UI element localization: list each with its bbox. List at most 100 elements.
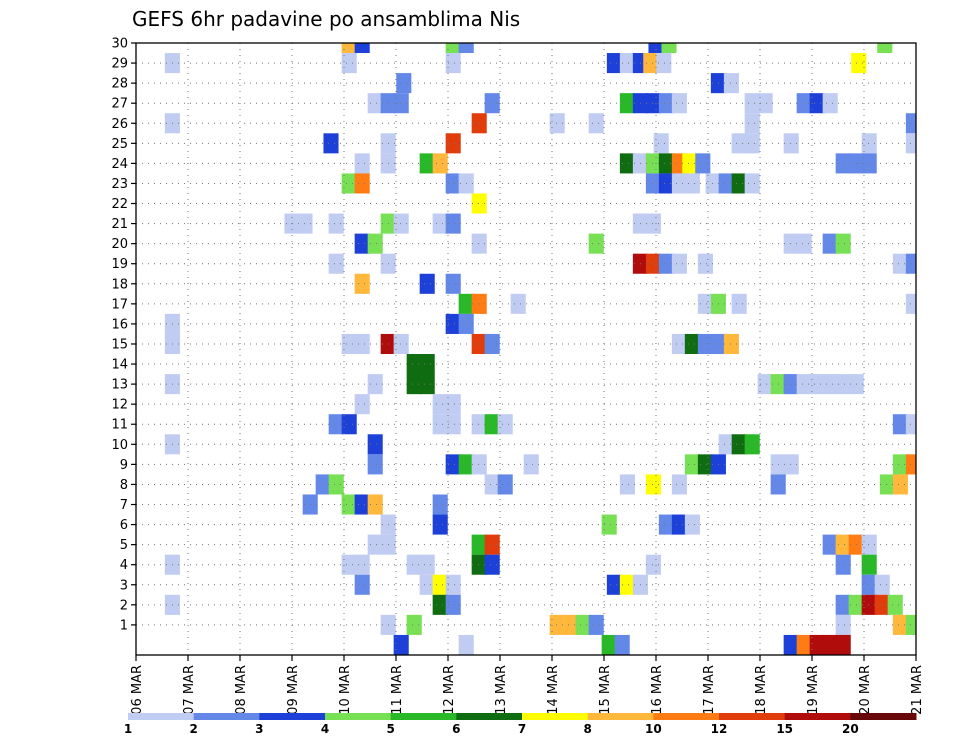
heatmap-cell	[575, 614, 591, 635]
y-tick-label: 6	[120, 518, 128, 533]
heatmap-cell	[796, 233, 812, 254]
heatmap-cell	[328, 474, 344, 495]
x-tick-label: 17 MAR	[702, 665, 717, 715]
x-tick-label: 14 MAR	[546, 665, 561, 715]
y-tick-label: 5	[120, 538, 128, 553]
heatmap-cell	[471, 193, 487, 214]
heatmap-cell	[796, 374, 812, 395]
heatmap-cell	[432, 394, 448, 415]
heatmap-cell	[393, 213, 409, 234]
y-tick-label: 12	[111, 398, 128, 413]
heatmap-cell	[723, 73, 739, 94]
heatmap-cell	[892, 253, 908, 274]
y-tick-label: 3	[120, 578, 128, 593]
heatmap-cell	[861, 133, 877, 154]
heatmap-cell	[861, 594, 877, 615]
heatmap-cell	[796, 93, 812, 114]
heatmap-cell	[619, 153, 635, 174]
heatmap-cell	[328, 414, 344, 435]
heatmap-cell	[471, 293, 487, 314]
heatmap-cell	[367, 374, 383, 395]
x-tick-label: 13 MAR	[494, 665, 509, 715]
heatmap-cell	[432, 153, 448, 174]
heatmap-cell	[367, 454, 383, 475]
heatmap-cell	[835, 153, 851, 174]
heatmap-cell	[471, 233, 487, 254]
heatmap-cell	[419, 574, 435, 595]
heatmap-cell	[619, 474, 635, 495]
heatmap-cell	[354, 394, 370, 415]
x-tick-label: 09 MAR	[286, 665, 301, 715]
heatmap-cell	[658, 93, 674, 114]
heatmap-cell	[783, 133, 799, 154]
colorbar-swatch	[653, 713, 720, 720]
x-tick-label: 18 MAR	[754, 665, 769, 715]
colorbar-swatch	[325, 713, 392, 720]
heatmap-cell	[892, 454, 908, 475]
heatmap-cell	[697, 454, 713, 475]
heatmap-cell	[697, 293, 713, 314]
heatmap-cell	[445, 574, 461, 595]
heatmap-cell	[877, 43, 893, 54]
colorbar-label: 4	[321, 722, 329, 736]
heatmap-cell	[695, 153, 711, 174]
heatmap-cell	[661, 43, 677, 54]
heatmap-cell	[744, 113, 760, 134]
heatmap-cell	[445, 43, 461, 54]
heatmap-cell	[341, 494, 357, 515]
heatmap-cell	[471, 113, 487, 134]
heatmap-cell	[484, 534, 500, 555]
heatmap-cell	[684, 333, 700, 355]
y-tick-label: 30	[111, 37, 128, 52]
heatmap-cell	[653, 133, 669, 154]
heatmap-cell	[432, 514, 448, 535]
y-tick-label: 18	[111, 277, 128, 292]
y-tick-label: 28	[111, 77, 128, 92]
heatmap-cell	[835, 534, 851, 555]
heatmap-cell	[783, 374, 799, 395]
heatmap-cell	[697, 333, 713, 355]
y-axis: 1234567891011121314151617181920212223242…	[111, 37, 136, 633]
heatmap-cell	[822, 374, 838, 395]
heatmap-cell	[645, 153, 661, 174]
y-tick-label: 23	[111, 177, 128, 192]
heatmap-cell	[328, 213, 344, 234]
heatmap-cell	[523, 454, 539, 475]
heatmap-cell	[783, 634, 799, 655]
heatmap-cell	[367, 93, 383, 114]
x-axis: 06 MAR 07 MAR 08 MAR 09 MAR 10 MAR 11 MAR 12 M…	[130, 655, 925, 715]
colorbar-swatch	[522, 713, 589, 720]
heatmap-cell	[835, 554, 851, 575]
heatmap-cell	[671, 514, 687, 535]
y-tick-label: 2	[120, 598, 128, 613]
heatmap-cell	[684, 514, 700, 535]
heatmap-cell	[697, 253, 713, 274]
y-tick-label: 17	[111, 297, 128, 312]
heatmap-cell	[731, 434, 747, 455]
heatmap-cell	[648, 43, 664, 54]
colorbar-label: 1	[124, 722, 132, 736]
heatmap-cell	[471, 554, 487, 575]
heatmap-cell	[432, 494, 448, 515]
y-tick-label: 20	[111, 237, 128, 252]
heatmap-cell	[874, 574, 890, 595]
y-tick-label: 22	[111, 197, 128, 212]
x-tick-label: 12 MAR	[442, 665, 457, 715]
heatmap-cell	[744, 173, 760, 194]
heatmap-cell	[645, 93, 661, 114]
heatmap-cell	[445, 454, 461, 475]
heatmap-cell	[731, 133, 747, 154]
heatmap-cell	[432, 574, 448, 595]
colorbar-swatch	[193, 713, 260, 720]
plot-frame	[135, 42, 917, 656]
heatmap-cell	[619, 53, 635, 74]
x-tick-label: 16 MAR	[650, 665, 665, 715]
heatmap-cell	[705, 173, 721, 194]
heatmap-cell	[783, 454, 799, 475]
y-tick-label: 10	[111, 438, 128, 453]
heatmap-cell	[809, 93, 825, 114]
heatmap-cell	[822, 634, 838, 655]
heatmap-cell	[619, 574, 635, 595]
heatmap-cell	[354, 333, 370, 355]
